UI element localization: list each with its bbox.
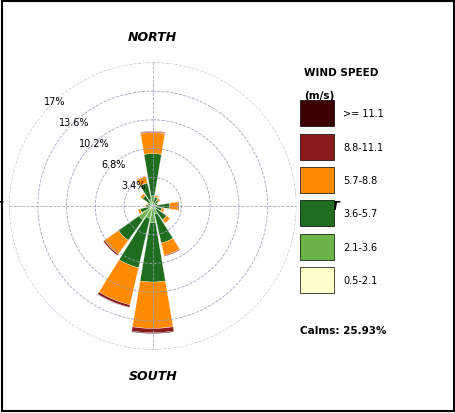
Bar xyxy=(131,331,173,334)
Bar xyxy=(152,204,154,206)
Bar xyxy=(155,209,166,220)
Bar xyxy=(97,294,129,308)
Bar xyxy=(103,242,117,256)
Bar xyxy=(169,202,178,211)
Bar xyxy=(144,154,161,197)
Bar xyxy=(157,203,158,205)
Bar xyxy=(155,207,162,211)
Bar xyxy=(152,206,157,207)
Text: EAST: EAST xyxy=(304,200,339,213)
Text: 17%: 17% xyxy=(44,97,66,107)
Bar xyxy=(140,183,151,201)
Bar xyxy=(164,249,180,256)
Bar xyxy=(151,197,154,206)
Text: 0.5-2.1: 0.5-2.1 xyxy=(342,275,376,285)
Text: 13.6%: 13.6% xyxy=(59,118,90,128)
Bar xyxy=(103,241,118,256)
Bar xyxy=(97,292,130,308)
Bar xyxy=(154,204,157,206)
Text: WIND SPEED: WIND SPEED xyxy=(303,68,378,78)
Text: Calms: 25.93%: Calms: 25.93% xyxy=(299,325,385,335)
Bar xyxy=(131,327,173,333)
Bar xyxy=(139,209,150,220)
Bar xyxy=(149,206,152,210)
Bar xyxy=(140,207,149,213)
Bar xyxy=(299,201,333,227)
Bar xyxy=(162,216,170,224)
Bar xyxy=(157,199,160,202)
Bar xyxy=(140,132,165,133)
Bar xyxy=(150,206,152,207)
Bar xyxy=(148,206,152,209)
Bar xyxy=(104,231,128,254)
Text: 10.2%: 10.2% xyxy=(79,139,109,149)
Text: 8.8-11.1: 8.8-11.1 xyxy=(342,142,382,152)
Bar xyxy=(299,134,333,160)
Bar xyxy=(154,200,159,205)
Bar xyxy=(147,203,148,205)
Bar xyxy=(132,281,173,329)
Bar xyxy=(150,206,155,223)
Bar xyxy=(152,204,155,206)
Bar xyxy=(140,133,165,155)
Bar xyxy=(136,177,147,187)
Bar xyxy=(177,202,178,211)
Bar xyxy=(299,267,333,293)
Bar xyxy=(119,217,150,268)
Text: WEST: WEST xyxy=(0,200,3,213)
Text: >= 11.1: >= 11.1 xyxy=(342,109,383,119)
Bar xyxy=(118,216,143,241)
Bar xyxy=(299,168,333,193)
Bar xyxy=(136,176,146,181)
Bar xyxy=(145,205,146,208)
Text: 2.1-3.6: 2.1-3.6 xyxy=(342,242,376,252)
Bar xyxy=(149,203,152,206)
Bar xyxy=(152,206,156,210)
Text: SOUTH: SOUTH xyxy=(128,369,177,382)
Bar xyxy=(157,204,169,209)
Bar xyxy=(147,204,151,206)
Bar xyxy=(140,132,165,134)
Text: NORTH: NORTH xyxy=(128,31,177,44)
Bar xyxy=(155,196,158,199)
Bar xyxy=(140,194,145,199)
Bar xyxy=(299,101,333,127)
Bar xyxy=(152,206,155,208)
Bar xyxy=(154,214,172,244)
Bar xyxy=(142,196,150,204)
Bar xyxy=(140,223,165,282)
Bar xyxy=(299,234,333,260)
Bar xyxy=(137,209,142,215)
Text: 5.7-8.8: 5.7-8.8 xyxy=(342,176,376,185)
Bar xyxy=(149,200,152,206)
Bar xyxy=(99,260,138,305)
Text: 3.4%: 3.4% xyxy=(121,180,145,190)
Bar xyxy=(161,239,179,256)
Bar xyxy=(153,197,157,204)
Bar xyxy=(146,206,152,219)
Bar xyxy=(152,206,157,215)
Text: 3.6-5.7: 3.6-5.7 xyxy=(342,209,376,219)
Bar xyxy=(160,209,164,213)
Bar xyxy=(146,205,150,208)
Text: (m/s): (m/s) xyxy=(303,91,334,101)
Text: 6.8%: 6.8% xyxy=(101,159,126,170)
